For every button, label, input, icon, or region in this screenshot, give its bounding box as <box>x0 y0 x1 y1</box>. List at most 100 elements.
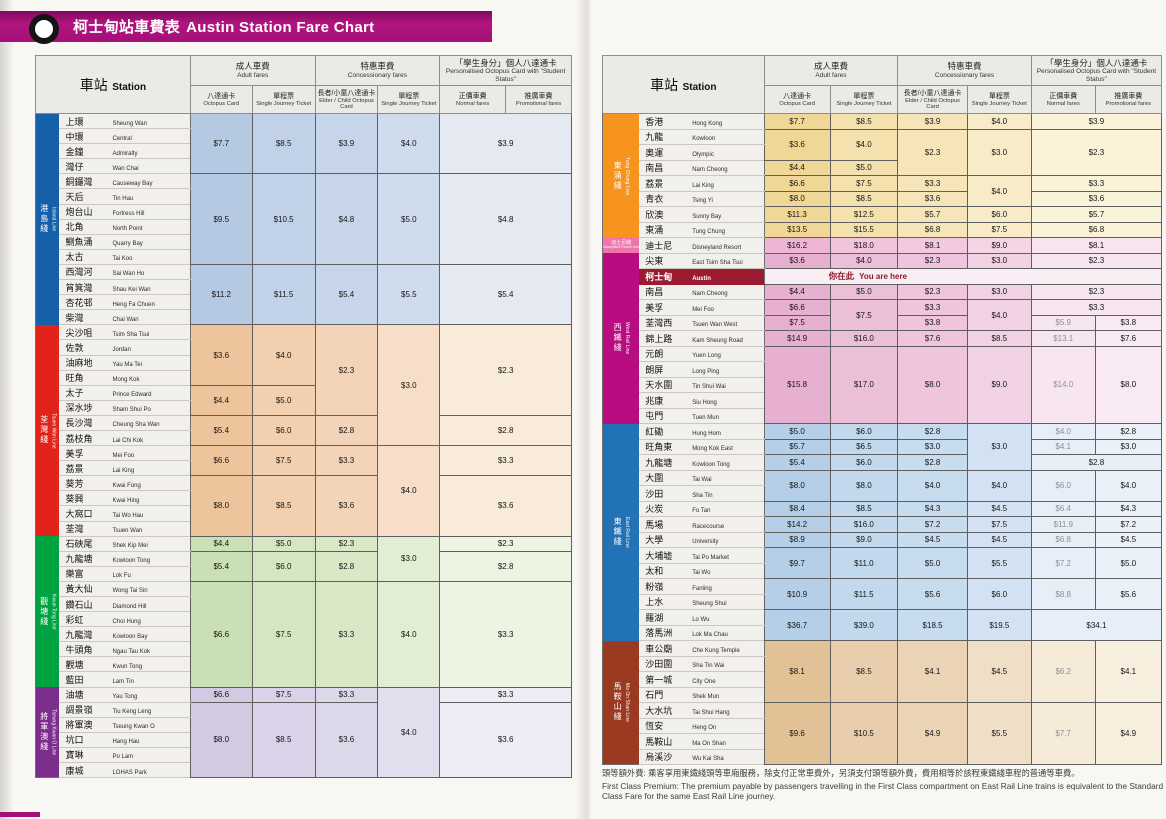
station-cell: 上水 Sheung Shui <box>639 594 765 610</box>
station-name-zh: 元朗 <box>645 349 664 360</box>
fare-cell: $7.5 <box>966 221 1032 238</box>
station-name-en: Ngau Tau Kok <box>112 648 151 655</box>
fare-cell: $3.0 <box>897 438 968 455</box>
fare-cell: $6.5 <box>829 438 899 455</box>
fare-cell: $3.3 <box>897 175 968 192</box>
station-name-zh: 深水埗 <box>65 403 93 414</box>
fare-cell: $6.8 <box>897 221 968 238</box>
line-name-zh: 將軍澳綫 <box>39 712 49 753</box>
station-cell: 大窩口 Tai Wo Hau <box>59 505 191 522</box>
station-row: 大窩口 Tai Wo Hau <box>36 505 572 522</box>
fare-cell: $4.0 <box>377 686 441 779</box>
fare-cell: $3.0 <box>966 252 1032 269</box>
fare-table-right: 車站 Station 成人車費 Adult fares 特惠車費 Concessiona… <box>602 55 1163 765</box>
fare-cell: $9.7 <box>763 547 831 579</box>
station-row: 金鐘 Admiralty <box>36 143 572 160</box>
station-name-en: Siu Hong <box>692 399 717 406</box>
fare-cell: $11.5 <box>251 263 316 326</box>
station-row: 石門 Shek Mun <box>603 687 1162 703</box>
station-cell: 大埔墟 Tai Po Market <box>639 547 765 564</box>
station-cell: 大圍 Tai Wai <box>639 470 765 486</box>
station-row: 兆康 Siu Hong <box>603 392 1162 409</box>
fare-cell: $5.0 <box>829 159 899 176</box>
station-row: 炮台山 Fortress Hill <box>36 204 572 220</box>
fare-cell: $4.0 <box>897 469 968 502</box>
station-name-zh: 灣仔 <box>65 161 84 172</box>
station-cell: 九龍塘 Kowloon Tong <box>59 551 191 567</box>
fare-cell: $2.8 <box>439 414 572 447</box>
fare-cell: $5.0 <box>897 547 968 579</box>
station-name-zh: 筲箕灣 <box>65 282 93 293</box>
fare-cell: $5.4 <box>314 263 379 326</box>
station-name-en: Diamond Hill <box>112 603 147 610</box>
station-name-en: Hang Hau <box>112 739 140 746</box>
station-row: 旺角東 Mong Kok East $5.7 $6.5 $3.0 $4.1 $3.0 <box>603 438 1163 455</box>
footnote-en: First Class Premium: The premium payable… <box>602 780 1164 801</box>
station-cell: 荔枝角 Lai Chi Kok <box>59 430 191 447</box>
station-name-zh: 樂富 <box>65 569 84 580</box>
fare-cell: $3.8 <box>897 314 968 331</box>
station-name-en: Choi Hung <box>112 618 141 625</box>
station-row: 屯門 Tuen Mun <box>603 408 1162 424</box>
station-cell: 沙田 Sha Tin <box>639 485 765 502</box>
station-cell: 紅磡 Hung Hom <box>639 423 765 440</box>
fare-cell: $6.0 <box>829 454 899 471</box>
station-name-zh: 旺角東 <box>645 442 673 453</box>
fare-cell: $3.3 <box>1030 299 1163 316</box>
station-name-zh: 荔枝角 <box>65 433 93 444</box>
station-cell: 牛頭角 Ngau Tau Kok <box>59 641 191 658</box>
station-name-en: Mong Kok East <box>692 446 733 453</box>
station-name-zh: 銅鑼灣 <box>65 176 93 187</box>
line-name-en: West Rail Line <box>624 322 631 355</box>
station-name-zh: 青衣 <box>645 194 664 205</box>
fare-cell: $4.0 <box>1094 469 1163 502</box>
station-name-zh: 太古 <box>65 252 84 263</box>
fare-cell: $8.0 <box>189 475 253 537</box>
station-row: 東涌綫 Tung Chung Line 香港 Hong Kong $7.7 $8.5 $3.… <box>602 113 1163 238</box>
station-name-zh: 大水坑 <box>645 705 673 716</box>
fare-cell: $6.6 <box>189 686 253 703</box>
station-cell: 第一城 City One <box>639 671 765 688</box>
station-name-zh: 佐敦 <box>65 342 84 353</box>
station-name-en: Sha Tin <box>692 492 713 499</box>
line-name-en: Disneyland Resort Line <box>603 245 640 249</box>
station-name-zh: 南昌 <box>645 287 664 298</box>
station-name-zh: 石硤尾 <box>65 539 93 550</box>
fare-cell: $16.0 <box>829 516 899 533</box>
station-name-zh: 恆安 <box>645 721 664 732</box>
station-name-en: Heng Fa Chuen <box>112 301 155 308</box>
fare-cell: $17.0 <box>829 345 899 424</box>
station-cell: 寶琳 Po Lam <box>59 747 191 764</box>
station-name-zh: 杏花邨 <box>65 297 93 308</box>
station-cell: 柴灣 Chai Wan <box>59 309 191 326</box>
fare-subheader-1: 單程票 Single Journey Ticket <box>251 85 316 114</box>
station-name-en: Quarry Bay <box>112 241 143 248</box>
fare-cell: $8.0 <box>763 190 831 207</box>
station-name-zh: 中環 <box>65 131 84 142</box>
station-name-en: Tai Shui Hang <box>692 709 730 716</box>
station-name-en: Yau Ma Tei <box>112 362 142 369</box>
fare-cell: $4.4 <box>763 159 831 176</box>
station-row: 大圍 Tai Wai $8.0 $8.0 $4.0 $4.0 $6.0 $4.0 <box>603 469 1163 502</box>
station-name-zh: 葵興 <box>65 493 84 504</box>
station-row: 元朗 Yuen Long $15.8 $17.0 $8.0 $9.0 $14.0 $8.0 <box>603 345 1163 424</box>
fare-cell: $4.0 <box>251 324 316 386</box>
station-name-zh: 上水 <box>645 597 664 608</box>
station-name-en: Kwai Fong <box>112 482 141 489</box>
station-name-zh: 九龍塘 <box>645 457 673 468</box>
fare-cell: $5.9 <box>1030 314 1096 331</box>
station-row: 大水坑 Tai Shui Hang $9.6 $10.5 $4.9 $5.5 $7.7 $4.… <box>603 702 1163 765</box>
fare-table: 車站 Station 成人車費 Adult fares 特惠車費 Concessiona… <box>35 55 572 779</box>
fare-cell: $8.5 <box>251 701 316 779</box>
station-name-zh: 大學 <box>645 535 664 546</box>
fare-cell: $4.0 <box>377 580 441 688</box>
fare-subheader-1: 單程票 Single Journey Ticket <box>829 85 899 114</box>
station-name-en: Che Kung Temple <box>692 647 740 654</box>
station-name-zh: 車公廟 <box>645 643 673 654</box>
station-name-en: Long Ping <box>692 368 720 375</box>
station-row: 坑口 Hang Hau <box>36 732 572 748</box>
station-cell: 火炭 Fo Tan <box>639 501 765 517</box>
fare-cell: $3.9 <box>439 112 572 175</box>
station-cell: 奧運 Olympic <box>639 144 765 161</box>
station-row: 西灣河 Sai Wan Ho $11.2 $11.5 $5.4 $5.5 $5.4 <box>36 263 572 326</box>
